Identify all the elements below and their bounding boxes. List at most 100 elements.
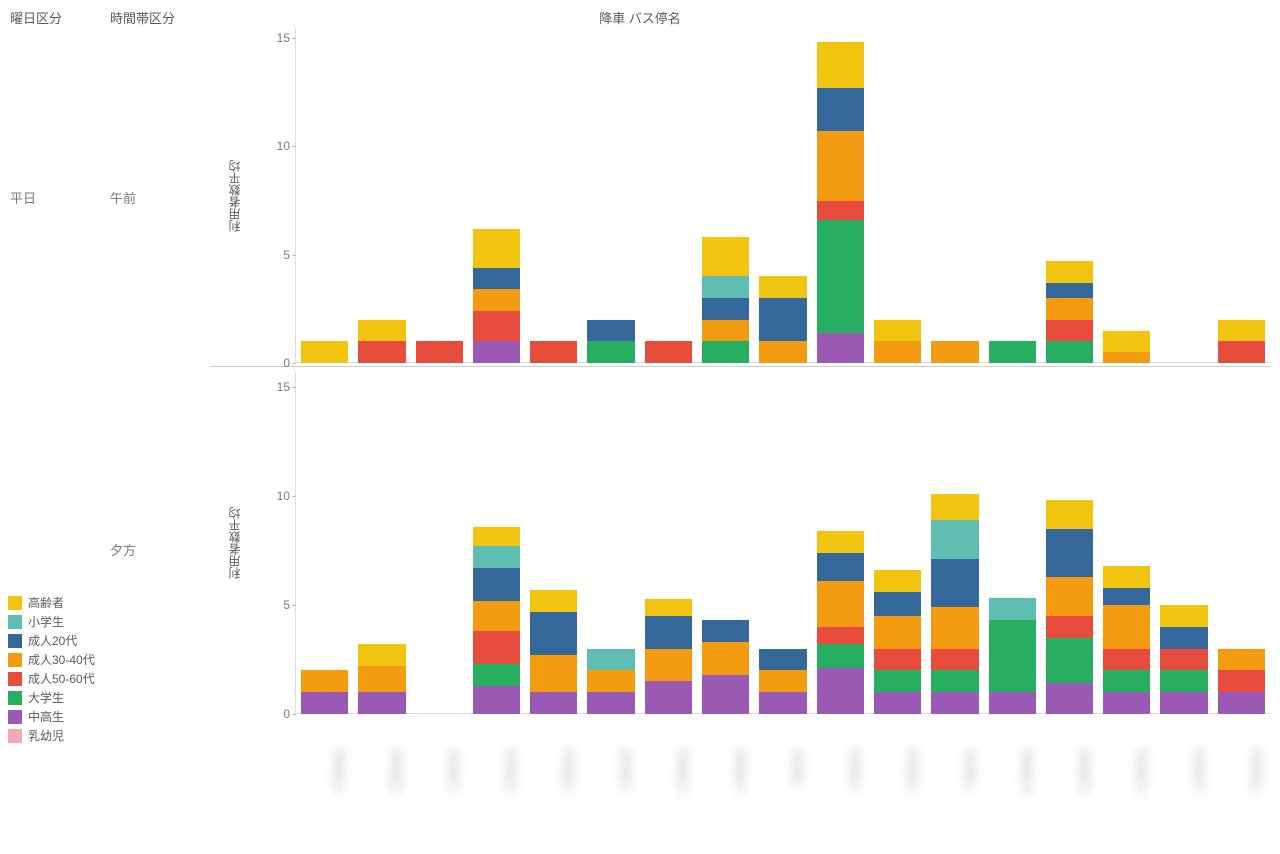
y-axis-label-bottom: 利用者数平均	[226, 507, 243, 579]
row-time-label-bottom: 夕方	[110, 540, 136, 559]
header-day: 曜日区分	[10, 8, 110, 27]
stacked-bar	[1046, 261, 1093, 363]
bar-segment	[473, 527, 520, 547]
bar-segment	[1046, 683, 1093, 714]
bar-segment	[358, 644, 405, 666]
bar-segment	[1103, 566, 1150, 588]
bar-segment	[473, 631, 520, 664]
bar-segment	[874, 320, 921, 342]
legend-item: 大学生	[8, 689, 95, 706]
bar-segment	[702, 642, 749, 675]
legend-item: 乳幼児	[8, 727, 95, 744]
chart-panel-top: 利用者数平均 051015	[295, 28, 1270, 363]
x-axis-label: 停留所L	[931, 749, 978, 844]
bar-segment	[358, 692, 405, 714]
stacked-bar	[587, 320, 634, 363]
bar-segment	[473, 601, 520, 632]
bar-segment	[817, 627, 864, 644]
bar-segment	[1046, 298, 1093, 320]
bar-segment	[1103, 331, 1150, 353]
bar-segment	[587, 341, 634, 363]
stacked-bar	[530, 341, 577, 363]
bar-segment	[1103, 649, 1150, 671]
bar-segment	[301, 341, 348, 363]
stacked-bar	[358, 320, 405, 363]
column-headers: 曜日区分 時間帯区分	[10, 8, 210, 27]
bar-segment	[874, 592, 921, 616]
legend-swatch	[8, 615, 22, 629]
legend-label: 高齢者	[28, 594, 64, 611]
stacked-bar	[473, 229, 520, 363]
bar-segment	[931, 607, 978, 648]
x-axis-label: 停留所A	[300, 749, 347, 844]
bar-segment	[530, 341, 577, 363]
bar-segment	[530, 692, 577, 714]
bar-segment	[530, 590, 577, 612]
bar-segment	[1218, 692, 1265, 714]
x-axis-label: 停留所C	[415, 749, 462, 844]
bar-segment	[931, 341, 978, 363]
legend-label: 小学生	[28, 613, 64, 630]
bar-segment	[301, 692, 348, 714]
bar-segment	[1103, 692, 1150, 714]
bar-segment	[817, 333, 864, 363]
bar-segment	[759, 692, 806, 714]
bar-segment	[759, 298, 806, 341]
header-time: 時間帯区分	[110, 8, 210, 27]
bar-segment	[1218, 649, 1265, 671]
stacked-bar	[1218, 649, 1265, 714]
bar-segment	[1160, 605, 1207, 627]
legend-swatch	[8, 634, 22, 648]
bar-segment	[473, 568, 520, 601]
bar-segment	[645, 599, 692, 616]
bars-container	[296, 387, 1270, 714]
bar-segment	[931, 520, 978, 559]
bar-segment	[817, 88, 864, 131]
legend-swatch	[8, 653, 22, 667]
x-axis-label: 停留所J	[816, 749, 863, 844]
legend-item: 小学生	[8, 613, 95, 630]
stacked-bar	[874, 320, 921, 363]
bar-segment	[759, 670, 806, 692]
stacked-bar	[874, 570, 921, 714]
chart-title: 降車 バス停名	[599, 8, 681, 27]
x-axis-label: 停留所H	[702, 749, 749, 844]
x-axis-labels: 停留所A停留所B停留所C停留所D停留所E停留所F停留所G停留所H停留所I停留所J…	[295, 749, 1270, 844]
legend-item: 中高生	[8, 708, 95, 725]
stacked-bar	[530, 590, 577, 714]
legend-label: 成人50-60代	[28, 670, 95, 687]
bars-container	[296, 38, 1270, 363]
bar-segment	[702, 620, 749, 642]
bar-segment	[473, 289, 520, 311]
legend-label: 大学生	[28, 689, 64, 706]
bar-segment	[1046, 577, 1093, 616]
legend-swatch	[8, 729, 22, 743]
bar-segment	[473, 686, 520, 714]
bar-segment	[1103, 605, 1150, 649]
bar-segment	[1218, 341, 1265, 363]
bar-segment	[759, 649, 806, 671]
bar-segment	[989, 620, 1036, 692]
legend-item: 成人20代	[8, 632, 95, 649]
bar-segment	[1103, 588, 1150, 605]
legend: 高齢者小学生成人20代成人30-40代成人50-60代大学生中高生乳幼児	[8, 592, 95, 746]
bar-segment	[645, 341, 692, 363]
bar-segment	[530, 612, 577, 656]
bar-segment	[874, 692, 921, 714]
bar-segment	[989, 341, 1036, 363]
bar-segment	[1046, 283, 1093, 298]
x-axis-label: 停留所Q	[1218, 749, 1265, 844]
stacked-bar	[931, 494, 978, 714]
x-axis-label: 停留所K	[874, 749, 921, 844]
bar-segment	[1103, 352, 1150, 363]
legend-label: 中高生	[28, 708, 64, 725]
stacked-bar	[759, 276, 806, 363]
bar-segment	[759, 276, 806, 298]
bar-segment	[587, 649, 634, 671]
bar-segment	[989, 598, 1036, 620]
bar-segment	[645, 649, 692, 682]
bar-segment	[473, 546, 520, 568]
stacked-bar	[1160, 605, 1207, 714]
bar-segment	[874, 570, 921, 592]
bar-segment	[874, 616, 921, 649]
